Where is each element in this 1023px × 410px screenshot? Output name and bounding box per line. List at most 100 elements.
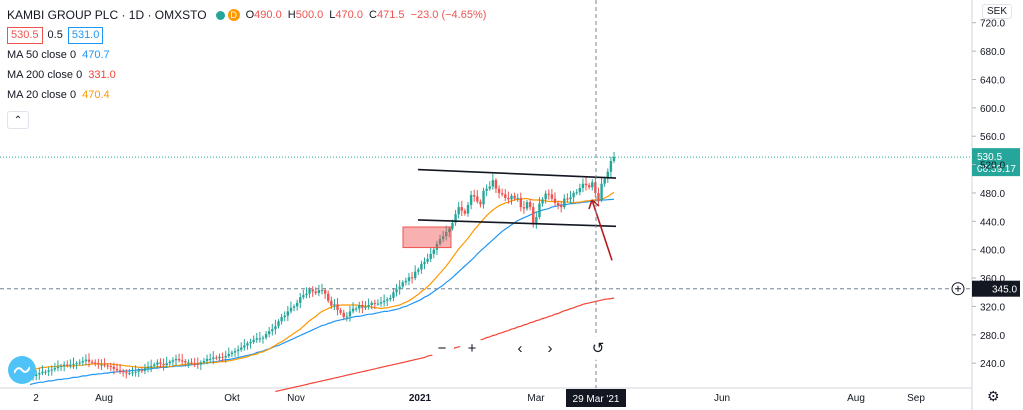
- candle: [131, 367, 134, 377]
- candle-body: [50, 369, 53, 371]
- chevron-up-icon: ⌃: [13, 114, 23, 126]
- zoom-in-button[interactable]: +: [460, 336, 484, 360]
- candle-body: [466, 205, 470, 214]
- candle: [137, 368, 140, 378]
- legend: KAMBI GROUP PLC · 1D · OMXSTO D O490.0 H…: [7, 5, 489, 129]
- ma200-legend[interactable]: MA 200 close 0 331.0: [7, 65, 489, 85]
- candle-body: [351, 308, 355, 312]
- zoom-out-button[interactable]: −: [430, 336, 454, 360]
- candle-body: [81, 361, 85, 363]
- candle: [550, 189, 554, 201]
- candle-body: [277, 321, 280, 327]
- scroll-back-button[interactable]: ‹: [508, 336, 532, 360]
- candle: [581, 178, 585, 193]
- x-tick-label: Aug: [95, 393, 113, 404]
- candle-body: [153, 364, 156, 367]
- time-axis[interactable]: 2 Aug Okt Nov 2021 Mar Jun Aug Sep: [33, 393, 925, 404]
- candle: [97, 358, 100, 369]
- candle-body: [128, 373, 131, 375]
- candle: [202, 357, 206, 365]
- candle: [53, 362, 57, 372]
- ohlc-o-value: 490.0: [254, 9, 282, 21]
- candle: [606, 168, 609, 184]
- candle-body: [410, 277, 414, 279]
- tradingview-logo-icon[interactable]: [8, 356, 36, 384]
- currency-label[interactable]: SEK: [982, 4, 1013, 19]
- ma50-label: MA 50 close 0: [7, 49, 77, 61]
- candle: [407, 273, 411, 286]
- candle: [317, 284, 321, 297]
- candle-body: [407, 277, 411, 281]
- candle-body: [401, 282, 404, 287]
- x-tick-label: Nov: [287, 393, 305, 404]
- candle: [392, 287, 395, 302]
- ma20-legend[interactable]: MA 20 close 0 470.4: [7, 85, 489, 105]
- candle: [50, 365, 53, 376]
- candle: [572, 190, 575, 203]
- last-price-badge: [972, 148, 1020, 177]
- ma50-legend[interactable]: MA 50 close 0 470.7: [7, 45, 489, 65]
- candle-body: [292, 306, 296, 308]
- candle: [379, 296, 383, 307]
- candle: [566, 193, 569, 203]
- change-value: −23.0 (−4.65%): [410, 9, 487, 21]
- candle: [358, 301, 361, 313]
- candle: [156, 359, 159, 368]
- candle-body: [199, 362, 203, 365]
- drawings[interactable]: [402, 168, 617, 261]
- candle: [190, 358, 193, 366]
- candle: [345, 312, 349, 322]
- candle: [246, 341, 249, 350]
- candle: [364, 301, 367, 310]
- candle: [305, 287, 308, 299]
- d-badge[interactable]: D: [227, 9, 240, 21]
- candle: [507, 191, 510, 204]
- candle: [476, 190, 479, 204]
- candle: [72, 357, 75, 369]
- candle-body: [435, 244, 439, 250]
- candle-body: [94, 362, 97, 364]
- symbol-title[interactable]: KAMBI GROUP PLC · 1D · OMXSTO: [7, 8, 207, 22]
- candle: [94, 359, 97, 367]
- candle: [354, 306, 358, 312]
- y-tick-label: 720.0: [980, 19, 1005, 30]
- y-tick-label: 520.0: [980, 161, 1005, 172]
- candle-body: [423, 261, 426, 264]
- candle-body: [59, 366, 63, 368]
- candle-body: [426, 258, 429, 262]
- scroll-forward-button[interactable]: ›: [538, 336, 562, 360]
- candle: [510, 193, 513, 205]
- collapse-legend-button[interactable]: ⌃: [7, 111, 29, 129]
- ask-button[interactable]: 531.0: [67, 26, 104, 44]
- candle: [295, 299, 299, 311]
- candle: [224, 350, 227, 363]
- bid-button[interactable]: 530.5: [7, 26, 43, 44]
- candle: [255, 333, 258, 343]
- candle: [339, 307, 342, 315]
- candle-body: [44, 371, 47, 373]
- candle: [522, 200, 526, 214]
- candle-body: [243, 345, 246, 348]
- candle: [184, 358, 187, 367]
- candle-body: [597, 192, 600, 201]
- candle: [280, 313, 283, 325]
- candle-body: [100, 364, 103, 366]
- candle-body: [255, 338, 258, 340]
- candle-body: [165, 363, 168, 366]
- candle: [367, 298, 370, 310]
- candle: [413, 265, 417, 281]
- candle-body: [249, 341, 252, 344]
- candle: [342, 309, 345, 321]
- reset-chart-button[interactable]: ↺: [586, 336, 610, 360]
- price-axis[interactable]: 240.0 280.0 320.0 360.0 400.0 440.0 480.0 520.0…: [972, 19, 1005, 370]
- candle-body: [438, 239, 442, 245]
- candle-body: [308, 289, 311, 294]
- candle-body: [333, 304, 336, 306]
- crosshair-date-badge: [566, 389, 626, 407]
- status-dot[interactable]: [215, 10, 225, 20]
- candle: [488, 181, 491, 191]
- candle: [351, 302, 355, 314]
- gear-icon[interactable]: ⚙: [987, 388, 1000, 404]
